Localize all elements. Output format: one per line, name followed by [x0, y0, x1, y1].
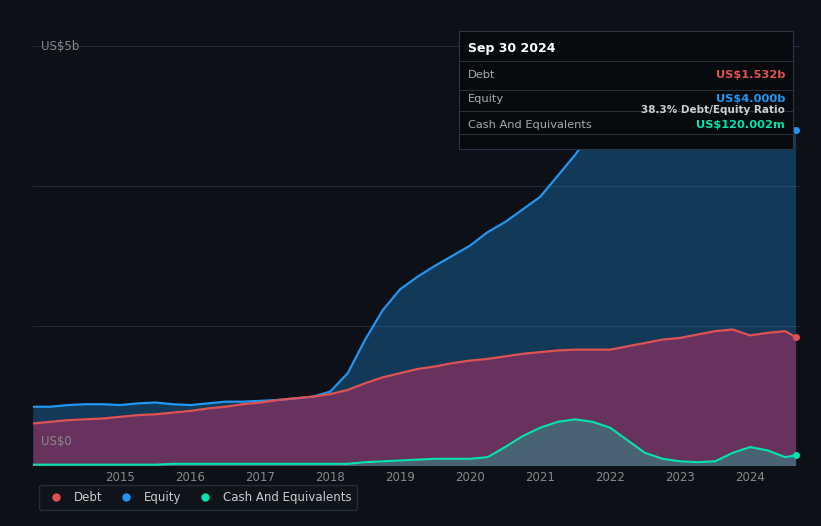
Text: US$5b: US$5b — [40, 40, 79, 53]
Text: US$120.002m: US$120.002m — [696, 120, 785, 130]
Text: US$1.532b: US$1.532b — [716, 70, 785, 80]
Text: Equity: Equity — [468, 95, 504, 105]
Legend: Debt, Equity, Cash And Equivalents: Debt, Equity, Cash And Equivalents — [39, 485, 357, 510]
Text: Cash And Equivalents: Cash And Equivalents — [468, 120, 592, 130]
Text: US$0: US$0 — [40, 435, 71, 448]
Text: 38.3% Debt/Equity Ratio: 38.3% Debt/Equity Ratio — [641, 105, 785, 115]
Text: US$4.000b: US$4.000b — [716, 95, 785, 105]
FancyBboxPatch shape — [459, 31, 793, 149]
Text: Sep 30 2024: Sep 30 2024 — [468, 42, 556, 55]
Text: Debt: Debt — [468, 70, 496, 80]
